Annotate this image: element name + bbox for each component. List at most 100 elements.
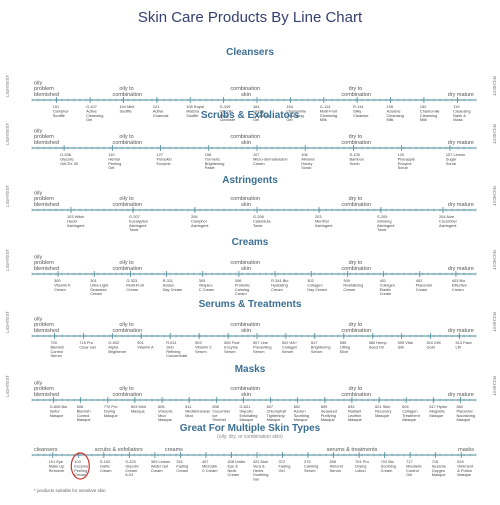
side-label-right: RICHEST [492, 124, 497, 144]
skin-type-label: oily to combination [112, 134, 142, 146]
product-label: 408 Under Eye & Neck Cream [227, 459, 246, 477]
side-label-left: LIGHTEST [5, 185, 10, 207]
skin-type-label: cleansers [34, 447, 58, 453]
skin-type-label: dry mature [448, 392, 474, 398]
product-label: 401 Collagen Elastic Cream [380, 278, 396, 296]
section-heading: Cleansers [226, 47, 274, 58]
product-label: 372 Fading Gel [279, 459, 292, 473]
product-label: 110 Herbal Peeling Gel [108, 152, 122, 170]
skin-type-label: scrubs & exfoliators [95, 447, 143, 453]
product-label: 660 Placental Nourishing Masque [456, 404, 476, 422]
product-label: 103 Enzyme Peeling Cream [74, 459, 89, 477]
side-label-right: RICHEST [492, 76, 497, 96]
product-label: 108 Royal Matcha Soufflé [186, 104, 205, 118]
product-label: 503 Vitamin C Serum [195, 340, 213, 354]
product-label: 505 Fruit Enzyme Serum [224, 340, 240, 354]
product-label: 770 Pro Drying Masque [104, 404, 119, 418]
product-label: 206 Camphor Astringent [191, 214, 209, 228]
product-label: 715 Sesame Oxygen Masque [432, 459, 447, 477]
side-label-right: RICHEST [492, 186, 497, 206]
skin-type-label: dry to combination [341, 260, 371, 272]
product-label: 322 Aloe Vera & Herbs Soothing Gel [253, 459, 269, 482]
product-label: 555 Lifting Elixir [340, 340, 351, 354]
product-label: 717 Mandelic Control Gel [406, 459, 423, 477]
skin-type-label: combination skin [230, 196, 261, 208]
product-label: 633 Radiant Lecithin Masque [348, 404, 363, 422]
product-label: 305 Vitaplex C Cream [199, 278, 215, 292]
product-label: G-107 Active Cleansing Gel [86, 104, 104, 122]
product-label: 619 Ointment & Potion Masque [457, 459, 474, 477]
product-label: 321 Fading Cream [176, 459, 189, 473]
skin-type-label: oily problem blemished [34, 80, 59, 98]
skin-type-label: dry mature [448, 92, 474, 98]
skin-type-label: oily problem blemished [34, 254, 59, 272]
skin-type-label: oily to combination [112, 322, 142, 334]
product-label: 407 Microsilk C Cream [202, 459, 218, 473]
product-label: 580 Hemp Seed Oil [369, 340, 388, 349]
skin-type-label: combination skin [230, 386, 261, 398]
footnote: * products suitable for sensitive skin [34, 488, 106, 493]
side-label-left: LIGHTEST [5, 249, 10, 271]
product-label: 101 Camphor Soufflé [53, 104, 70, 118]
product-label: 105 Azulene Cleansing Milk [387, 104, 405, 122]
skin-type-label: dry mature [448, 328, 474, 334]
product-label: 158 Turmeric Brightening Paste [205, 152, 226, 170]
section-heading: Astringents [222, 175, 278, 186]
product-label: G-109 Glycolic Mud Cleanser [220, 104, 236, 122]
product-label: 602 Azulen Soothing Masque [294, 404, 310, 422]
skin-type-label: dry to combination [341, 134, 371, 146]
skin-type-label: serums & treatments [327, 447, 378, 453]
product-label: S-205 Ginseng Astringent Toner [377, 214, 396, 232]
skin-type-label: dry mature [448, 266, 474, 272]
skin-type-label: dry to combination [341, 196, 371, 208]
skin-type-label: dry mature [448, 202, 474, 208]
skin-type-label: oily problem blemished [34, 128, 59, 146]
side-label-left: LIGHTEST [5, 311, 10, 333]
product-label: 403 Bio Effective Cream [452, 278, 468, 292]
product-label: 300 Vitamin K Cream [54, 278, 72, 292]
product-label: 702 Bio Soothing Cream [381, 459, 397, 473]
product-label: G-336 Glycolic Gel-EX 30 [60, 152, 79, 166]
product-label: 301 Ultra-Light Seaweed Cream [90, 278, 109, 296]
product-label: 306 Probiotic Calming Cream [235, 278, 251, 296]
product-label: 119 Cleansing Balm & Mask [453, 104, 471, 122]
side-label-right: RICHEST [492, 312, 497, 332]
product-label: 508 Almond Serum [330, 459, 344, 473]
product-label: 103 Witch Hazel Astringent [67, 214, 85, 228]
product-label: G-207 Eucalyptus Astringent Toner [129, 214, 149, 232]
section-heading: Great For Multiple Skin Types [180, 423, 321, 434]
product-label: 107 Micro-dermabrasion Cream [253, 152, 289, 166]
product-label: 104 Mint Soufflé [119, 104, 135, 113]
product-label: 603 Mint Masque [131, 404, 147, 413]
skin-type-label: dry to combination [341, 386, 371, 398]
product-label: R-341 Bio Hydrating Cream [271, 278, 289, 292]
product-label: 604 Collagen Treatment Masque [402, 404, 421, 422]
skin-type-label: combination skin [230, 86, 261, 98]
skin-type-label: dry mature [448, 140, 474, 146]
product-label: 701 Pro Drying Lotion [355, 459, 370, 473]
side-label-left: LIGHTEST [5, 375, 10, 397]
product-label: 608 Blemish Control Masque [77, 404, 92, 422]
product-label: 513 Face Lift [456, 340, 473, 349]
product-label: S-102 Garlic Cream [100, 459, 112, 473]
section-subheading: (oily, dry, or combination skin) [217, 434, 283, 440]
product-label: 402 Placental Cream [416, 278, 433, 292]
product-label: G-114 Multi-Fruit Cleansing Milk [320, 104, 338, 122]
skin-type-label: combination skin [230, 134, 261, 146]
product-label: G-502 Alpha Brightener [108, 340, 127, 354]
product-label: S-125 Bamboo Scrub [349, 152, 365, 166]
product-label: 502 HA+ Collagen Serum [282, 340, 298, 354]
page-title: Skin Care Products By Line Chart [138, 9, 363, 26]
product-label: 203 Menthol Astringent [315, 214, 333, 228]
product-label: 715 Pro Clear Gel [79, 340, 96, 349]
product-label: 901 Vitamin A [137, 340, 154, 349]
product-label: 517 Brightening Serum [311, 340, 332, 354]
product-label: 106 Almond Honey Scrub [301, 152, 315, 170]
section-heading: Scrubs & Exfoliators [201, 110, 300, 121]
product-label: G-206 Calendula Toner [253, 214, 272, 228]
product-label: 157 Lemon Sugar Scrub [446, 152, 467, 166]
product-label: G-608 Bio Sulfur Masque [50, 404, 69, 418]
product-label: 121 Active Charcoal [153, 104, 169, 118]
product-label: 120 Pineapple Enzyme Scrub [398, 152, 416, 170]
